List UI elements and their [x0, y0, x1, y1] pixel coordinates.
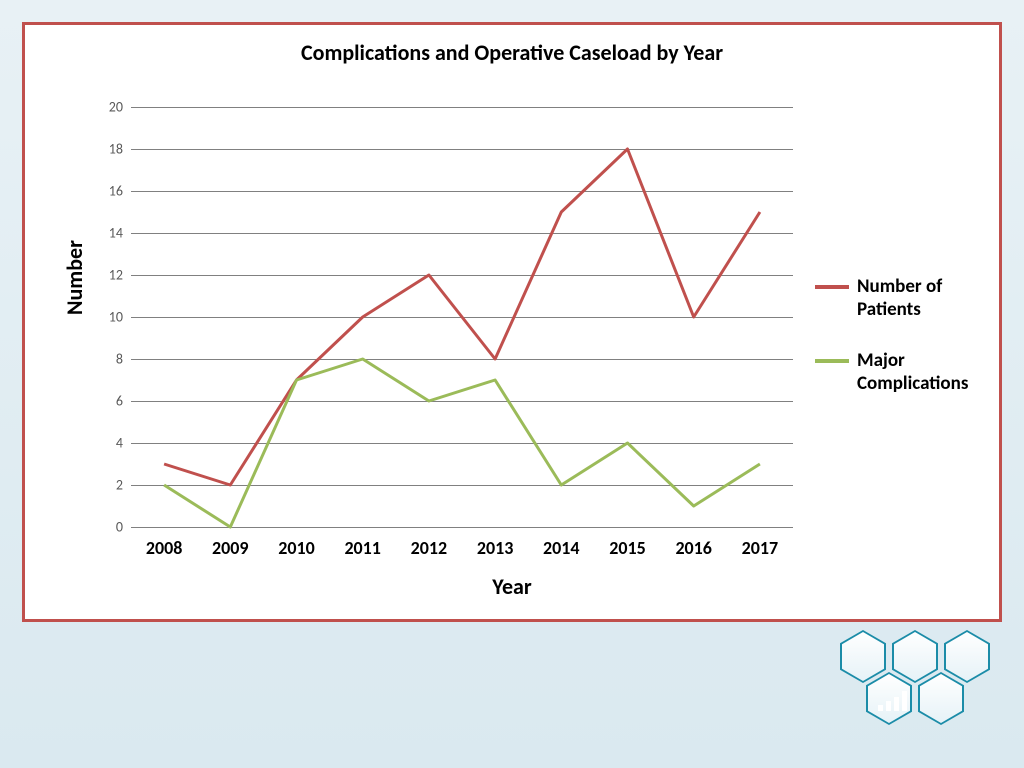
x-tick-label: 2012: [411, 537, 448, 559]
legend-item-complications: Major Complications: [815, 349, 1017, 395]
legend-swatch-patients: [815, 285, 849, 289]
x-tick-label: 2016: [675, 537, 712, 559]
x-tick-label: 2014: [543, 537, 580, 559]
y-tick-label: 16: [83, 183, 123, 200]
y-tick-label: 12: [83, 267, 123, 284]
x-tick-label: 2010: [278, 537, 315, 559]
y-tick-label: 2: [83, 477, 123, 494]
hex-logo: [800, 630, 1000, 750]
legend-label-complications: Major Complications: [857, 349, 1017, 395]
chart-title: Complications and Operative Caseload by …: [25, 39, 999, 66]
y-tick-label: 20: [83, 99, 123, 116]
x-tick-label: 2008: [146, 537, 183, 559]
line-series: [131, 107, 793, 527]
legend-item-patients: Number of Patients: [815, 275, 1017, 321]
x-tick-label: 2009: [212, 537, 249, 559]
y-tick-label: 4: [83, 435, 123, 452]
y-tick-label: 14: [83, 225, 123, 242]
plot-area: [131, 107, 793, 527]
x-tick-label: 2011: [344, 537, 381, 559]
x-tick-label: 2015: [609, 537, 646, 559]
legend: Number of Patients Major Complications: [815, 275, 1017, 423]
bar-chart-icon: [868, 674, 910, 723]
x-tick-label: 2013: [477, 537, 514, 559]
legend-swatch-complications: [815, 359, 849, 363]
y-tick-label: 6: [83, 393, 123, 410]
legend-label-patients: Number of Patients: [857, 275, 997, 321]
chart-frame: Complications and Operative Caseload by …: [22, 22, 1002, 622]
x-tick-label: 2017: [742, 537, 779, 559]
y-tick-label: 10: [83, 309, 123, 326]
y-tick-label: 8: [83, 351, 123, 368]
y-tick-label: 18: [83, 141, 123, 158]
x-axis-label: Year: [25, 573, 999, 600]
y-tick-label: 0: [83, 519, 123, 536]
